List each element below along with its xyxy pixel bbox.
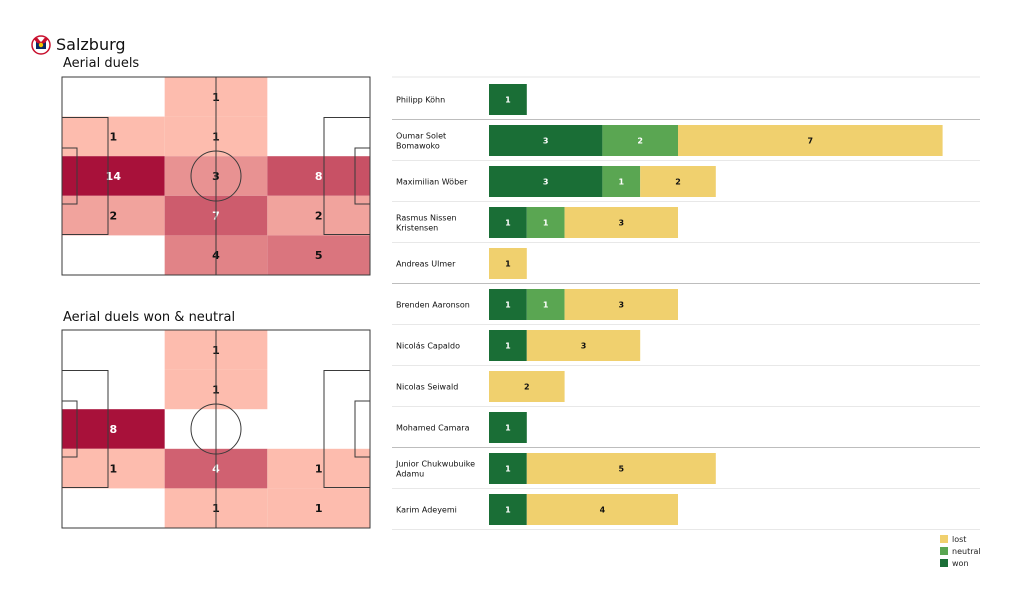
bar-value-label: 1 (505, 260, 511, 269)
legend-item-lost: lost (940, 533, 981, 545)
player-label: Karim Adeyemi (396, 506, 457, 515)
player-label: Junior Chukwubuike Adamu (395, 460, 475, 479)
team-name: Salzburg (56, 34, 126, 54)
heatmap-cell-label: 5 (315, 249, 323, 262)
heatmap-cell-label: 1 (110, 130, 118, 143)
bar-value-label: 7 (808, 137, 814, 146)
bar-lost (526, 330, 641, 361)
bar-value-label: 3 (619, 301, 625, 310)
player-label: Oumar Solet Bomawoko (396, 132, 446, 151)
heatmap-cell (62, 195, 165, 236)
bar-neutral (526, 207, 565, 238)
bar-value-label: 1 (505, 424, 511, 433)
bar-value-label: 3 (543, 178, 549, 187)
bar-value-label: 3 (543, 137, 549, 146)
bar-lost (489, 248, 527, 279)
bar-value-label: 1 (505, 506, 511, 515)
bar-won (489, 125, 603, 156)
bar-won (489, 494, 527, 525)
bar-value-label: 1 (505, 219, 511, 228)
bar-won (489, 166, 603, 197)
heatmap-cell (267, 156, 370, 196)
bar-won (489, 84, 527, 115)
heatmap-cell-label: 1 (315, 502, 323, 515)
bar-lost (526, 453, 716, 484)
player-label: Andreas Ulmer (396, 260, 456, 269)
bar-lost (564, 207, 678, 238)
bar-value-label: 1 (619, 178, 625, 187)
player-label: Nicolás Capaldo (396, 342, 460, 351)
bar-lost (678, 125, 943, 156)
bar-lost (640, 166, 716, 197)
bar-value-label: 2 (675, 178, 681, 187)
bar-won (489, 453, 527, 484)
bar-value-label: 1 (505, 96, 511, 105)
legend-label-lost: lost (952, 534, 967, 544)
bar-won (489, 330, 527, 361)
salzburg-bull-crest-icon (31, 35, 51, 55)
player-label: Brenden Aaronson (396, 301, 470, 310)
player-duels-bar-chart: Philipp Köhn 1 Oumar Solet Bomawoko 3 2 7 Maxim… (392, 76, 980, 530)
bar-lost (564, 289, 678, 320)
bar-lost (526, 494, 678, 525)
heatmap-cell (62, 156, 165, 196)
bar-value-label: 1 (505, 465, 511, 474)
bar-value-label: 2 (637, 137, 643, 146)
chart-legend: lost neutral won (940, 533, 981, 569)
bar-lost (489, 371, 565, 402)
player-label: Maximilian Wöber (396, 178, 468, 187)
bar-value-label: 1 (505, 301, 511, 310)
bar-value-label: 1 (505, 342, 511, 351)
bar-value-label: 5 (619, 465, 625, 474)
legend-label-neutral: neutral (952, 546, 981, 556)
bar-value-label: 2 (524, 383, 530, 392)
heatmap-cell (267, 195, 370, 236)
player-label: Mohamed Camara (396, 424, 470, 433)
player-label: Rasmus Nissen Kristensen (396, 214, 457, 233)
legend-swatch-neutral (940, 547, 948, 555)
bar-value-label: 3 (619, 219, 625, 228)
pitch-heatmap-aerial-duels: 11 114 3 82 7 24 5 (61, 76, 371, 276)
heatmap-cell-label: 14 (106, 170, 122, 183)
bar-value-label: 4 (600, 506, 606, 515)
heatmap-cell-label: 1 (315, 463, 323, 476)
pitch-lines (61, 329, 371, 529)
bar-won (489, 412, 527, 443)
chart-header: Salzburg (30, 32, 126, 56)
legend-item-neutral: neutral (940, 545, 981, 557)
legend-label-won: won (952, 558, 969, 568)
bar-value-label: 1 (543, 219, 549, 228)
bar-value-label: 1 (543, 301, 549, 310)
heatmap-cell (267, 235, 370, 275)
bar-neutral (526, 289, 565, 320)
heatmap-title-aerial-duels: Aerial duels (63, 56, 140, 71)
bar-neutral (602, 125, 678, 156)
heatmap-cell (267, 448, 370, 489)
heatmap-cell-label: 2 (110, 210, 118, 223)
heatmap-cell-label: 1 (110, 463, 118, 476)
bar-neutral (602, 166, 641, 197)
legend-item-won: won (940, 557, 981, 569)
heatmap-cell (62, 448, 165, 489)
heatmap-cell-label: 8 (315, 170, 323, 183)
heatmap-cell (62, 409, 165, 449)
heatmap-cell-label: 8 (110, 423, 118, 436)
bar-won (489, 289, 527, 320)
heatmap-cell (267, 488, 370, 528)
heatmap-cell-label: 2 (315, 210, 323, 223)
heatmap-cell (62, 116, 165, 157)
bar-won (489, 207, 527, 238)
pitch-lines (61, 76, 371, 276)
player-label: Nicolas Seiwald (396, 383, 458, 392)
player-label: Philipp Köhn (396, 96, 445, 105)
bar-value-label: 3 (581, 342, 587, 351)
legend-swatch-won (940, 559, 948, 567)
legend-swatch-lost (940, 535, 948, 543)
heatmap-title-won-neutral: Aerial duels won & neutral (63, 310, 236, 325)
